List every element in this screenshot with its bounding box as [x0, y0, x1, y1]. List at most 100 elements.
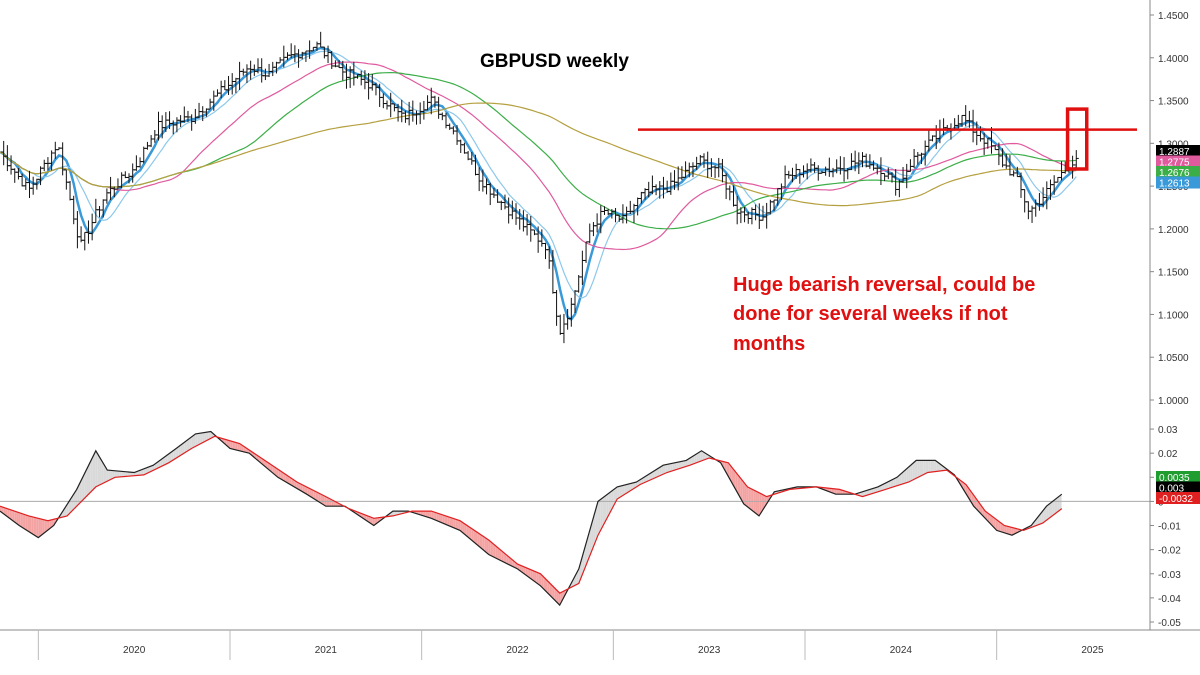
oscillator-fill-segment: [525, 567, 528, 576]
oscillator-fill-segment: [739, 476, 741, 499]
oscillator-fill-segment: [23, 514, 26, 530]
moving-average-line-5: [0, 102, 1077, 207]
x-axis-year-label: 2025: [1081, 645, 1104, 656]
oscillator-fill-segment: [508, 556, 511, 566]
oscillator-fill-segment: [604, 495, 607, 523]
oscillator-fill-segment: [538, 572, 540, 586]
oscillator-fill-segment: [206, 431, 209, 441]
oscillator-fill-segment: [27, 515, 30, 533]
oscillator-fill-segment: [20, 513, 23, 528]
oscillator-fill-segment: [193, 433, 196, 448]
oscillator-fill-segment: [46, 520, 48, 532]
oscillator-fill-segment: [123, 471, 126, 477]
oscillator-fill-segment: [438, 513, 441, 523]
oscillator-fill-segment: [307, 487, 310, 497]
oscillator-fill-segment: [294, 480, 297, 489]
oscillator-fill-segment: [492, 542, 494, 558]
oscillator-fill-segment: [374, 518, 376, 526]
oscillator-panel: [0, 430, 1150, 607]
oscillator-badge-bg: [1156, 492, 1200, 504]
oscillator-fill-segment: [475, 531, 478, 545]
oscillator-fill-segment: [3, 507, 6, 516]
oscillator-axis-tick-label: -0.04: [1158, 594, 1181, 605]
oscillator-fill-segment: [101, 460, 104, 485]
oscillator-fill-segment: [551, 584, 553, 599]
oscillator-fill-segment: [451, 517, 454, 528]
oscillator-fill-segment: [558, 591, 561, 605]
oscillator-fill-segment: [510, 558, 513, 567]
oscillator-fill-segment: [169, 451, 172, 463]
oscillator-fill-segment: [586, 536, 588, 566]
oscillator-fill-segment: [298, 482, 301, 491]
oscillator-fill-segment: [915, 460, 918, 479]
oscillator-fill-segment: [16, 511, 19, 525]
price-panel: [0, 31, 1137, 344]
price-axis-tick-label: 1.1000: [1158, 310, 1189, 321]
oscillator-fill-segment: [92, 454, 94, 491]
oscillator-fill-segment: [151, 465, 153, 472]
oscillator-fill-segment: [328, 497, 330, 507]
annotation-line-3: months: [733, 333, 805, 355]
oscillator-fill-segment: [40, 518, 43, 536]
oscillator-fill-segment: [877, 486, 880, 492]
oscillator-fill-segment: [727, 462, 730, 480]
oscillator-fill-segment: [189, 436, 192, 450]
oscillator-fill-segment: [315, 491, 317, 501]
oscillator-fill-segment: [648, 473, 651, 481]
oscillator-fill-segment: [208, 431, 211, 440]
oscillator-fill-segment: [746, 485, 749, 508]
oscillator-fill-segment: [873, 487, 876, 494]
oscillator-fill-segment: [904, 468, 907, 484]
oscillator-fill-segment: [468, 526, 470, 539]
moving-average-line-3: [0, 61, 1077, 251]
ohlc-bars: [1, 31, 1079, 344]
oscillator-fill-segment: [628, 483, 631, 492]
oscillator-fill-segment: [606, 493, 609, 520]
oscillator-fill-segment: [164, 456, 166, 466]
oscillator-fill-segment: [834, 488, 837, 495]
oscillator-fill-segment: [938, 462, 940, 472]
oscillator-fill-segment: [1004, 525, 1007, 534]
oscillator-fill-segment: [866, 490, 869, 496]
oscillator-fill-segment: [488, 539, 491, 556]
oscillator-fill-segment: [272, 465, 275, 475]
oscillator-fill-segment: [105, 466, 107, 483]
oscillator-fill-segment: [305, 486, 308, 495]
oscillator-fill-segment: [587, 530, 590, 561]
highlight-box: [1065, 107, 1089, 171]
oscillator-fill-segment: [12, 510, 15, 523]
oscillator-fill-segment: [117, 471, 120, 478]
oscillator-fill-segment: [230, 440, 233, 449]
oscillator-fill-segment: [611, 489, 614, 510]
oscillator-fill-segment: [1057, 495, 1060, 512]
oscillator-fill-segment: [985, 511, 988, 522]
oscillator-fill-segment: [901, 471, 904, 485]
oscillator-fill-segment: [621, 485, 623, 497]
oscillator-fill-segment: [484, 537, 487, 553]
oscillator-fill-segment: [917, 460, 920, 478]
oscillator-fill-segment: [141, 468, 144, 476]
oscillator-fill-segment: [392, 511, 395, 516]
price-badge: 1.2775: [1159, 158, 1190, 169]
oscillator-fill-segment: [923, 460, 926, 475]
oscillator-fill-segment: [86, 465, 89, 497]
oscillator-fill-segment: [562, 590, 564, 601]
oscillator-fill-segment: [173, 449, 176, 460]
oscillator-fill-segment: [228, 440, 231, 449]
oscillator-fill-segment: [283, 473, 286, 482]
oscillator-axis-tick-label: 0.03: [1158, 425, 1178, 436]
oscillator-fill-segment: [35, 517, 37, 537]
oscillator-fill-segment: [652, 470, 655, 480]
oscillator-fill-segment: [466, 524, 469, 538]
oscillator-fill-segment: [663, 464, 666, 475]
oscillator-fill-segment: [987, 513, 990, 524]
oscillator-fill-segment: [495, 545, 498, 559]
oscillator-fill-segment: [751, 489, 754, 512]
oscillator-fill-segment: [322, 494, 325, 506]
oscillator-fill-segment: [528, 568, 531, 579]
oscillator-fill-segment: [44, 519, 47, 533]
oscillator-fill-segment: [602, 496, 605, 527]
oscillator-fill-segment: [178, 445, 181, 457]
oscillator-fill-segment: [750, 488, 752, 511]
oscillator-fill-segment: [97, 453, 100, 487]
